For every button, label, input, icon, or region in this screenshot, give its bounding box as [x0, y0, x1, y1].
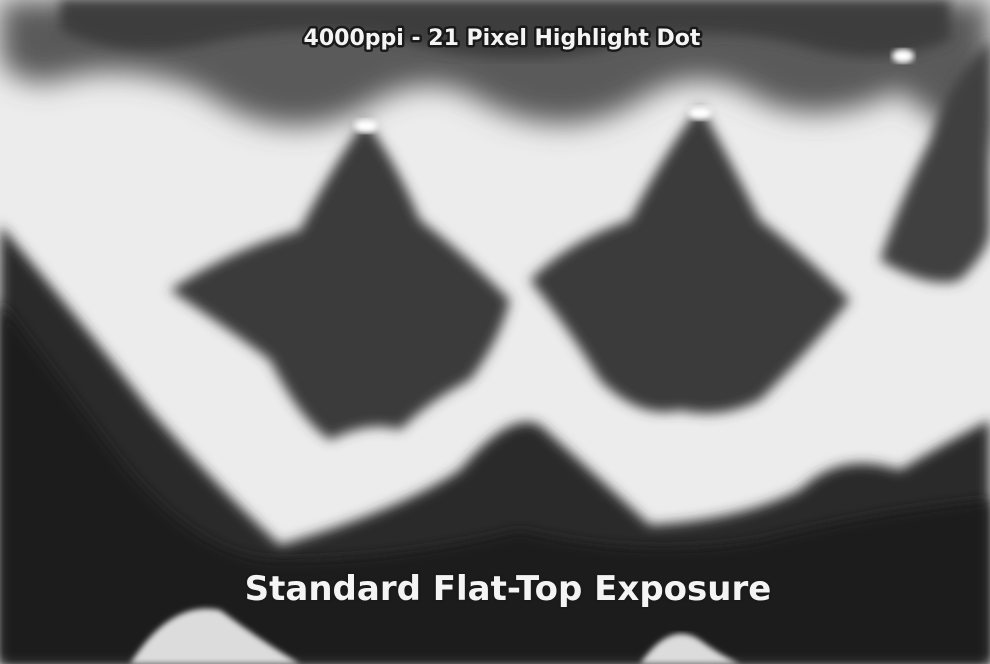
top-band: [60, 0, 950, 58]
dot-left: [170, 120, 510, 440]
floor-highlight: [130, 608, 300, 664]
top-shadow: [0, 0, 990, 150]
highlight-dot: [892, 49, 914, 63]
caption-bottom: Standard Flat-Top Exposure: [245, 569, 772, 609]
highlight-dot: [688, 106, 712, 120]
floor-highlight: [640, 633, 740, 664]
floor: [0, 300, 990, 664]
dot-middle: [530, 105, 850, 414]
dot-right: [880, 40, 990, 283]
highlight-dot: [354, 119, 378, 133]
caption-top: 4000ppi - 21 Pixel Highlight Dot: [304, 26, 701, 51]
